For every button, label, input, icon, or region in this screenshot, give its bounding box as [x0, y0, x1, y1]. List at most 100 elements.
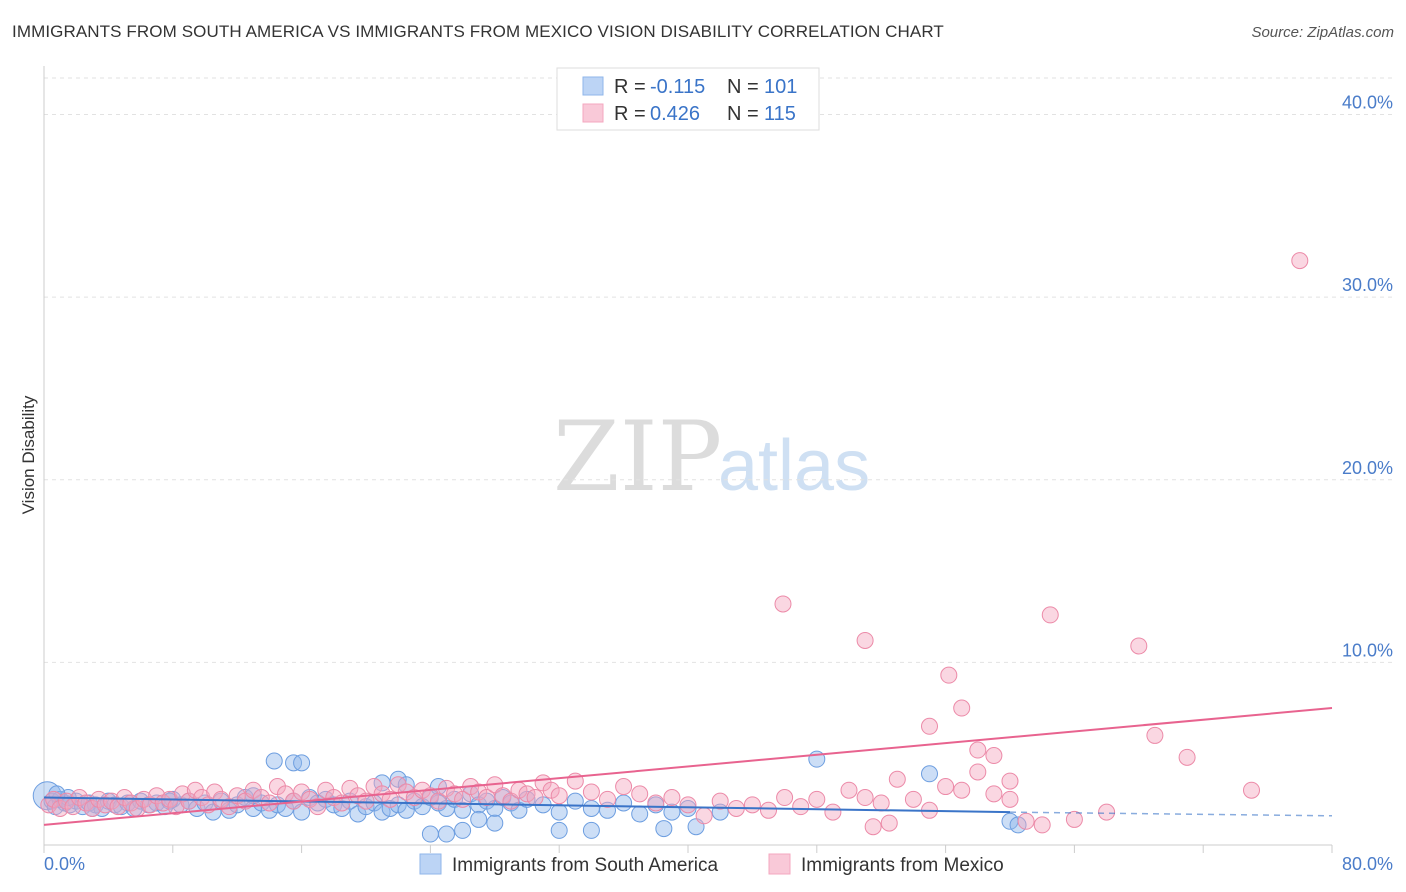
point-mexico — [180, 792, 198, 810]
point-south-america — [655, 820, 673, 838]
point-mexico — [856, 789, 874, 807]
point-mexico — [792, 798, 810, 816]
y-tick-label: 30.0% — [1342, 275, 1393, 295]
point-south-america — [631, 805, 649, 823]
trend-line-mexico — [43, 707, 1333, 826]
point-south-america — [550, 803, 568, 821]
point-mexico — [615, 778, 633, 796]
bottom-legend: Immigrants from South America Immigrants… — [419, 853, 1004, 876]
point-mexico — [824, 803, 842, 821]
point-south-america — [470, 810, 488, 828]
point-south-america — [582, 821, 600, 839]
y-tick-label: 10.0% — [1342, 640, 1393, 660]
point-mexico — [711, 792, 729, 810]
point-mexico — [904, 790, 922, 808]
point-mexico — [880, 814, 898, 832]
trend-line-south-america — [43, 796, 1011, 814]
point-mexico — [647, 794, 665, 812]
point-mexico — [1033, 816, 1051, 834]
y-tick-label: 40.0% — [1342, 93, 1393, 113]
point-mexico — [550, 787, 568, 805]
y-axis-label: Vision Disability — [19, 395, 38, 514]
axes: 10.0% 20.0% 30.0% 40.0% — [43, 66, 1393, 853]
trend-lines — [43, 707, 1333, 826]
point-mexico — [1001, 790, 1019, 808]
x-tick-label-max: 80.0% — [1342, 854, 1393, 874]
point-mexico — [1146, 726, 1164, 744]
point-south-america — [566, 792, 584, 810]
legend-n-value-2: 115 — [764, 103, 796, 125]
point-mexico — [1001, 772, 1019, 790]
point-mexico — [743, 796, 761, 814]
point-mexico — [888, 770, 906, 788]
point-mexico — [173, 785, 191, 803]
point-south-america — [265, 752, 283, 770]
point-mexico — [969, 741, 987, 759]
chart-title: IMMIGRANTS FROM SOUTH AMERICA VS IMMIGRA… — [12, 22, 944, 41]
point-mexico — [1243, 781, 1260, 799]
bottom-legend-swatch-south-america — [419, 853, 442, 875]
point-mexico — [864, 818, 882, 836]
point-mexico — [953, 781, 971, 799]
point-mexico — [1291, 252, 1309, 270]
point-south-america — [1009, 816, 1027, 834]
point-mexico — [776, 789, 794, 807]
x-tick-label-min: 0.0% — [44, 854, 85, 874]
point-mexico — [808, 790, 826, 808]
watermark-zip: ZIP — [553, 401, 722, 513]
source-credit: Source: ZipAtlas.com — [1251, 24, 1394, 41]
point-south-america — [438, 825, 455, 843]
point-mexico — [840, 781, 858, 799]
point-mexico — [985, 785, 1003, 803]
point-south-america — [663, 803, 681, 821]
point-mexico — [599, 790, 616, 808]
point-south-america — [679, 799, 697, 817]
point-south-america — [293, 754, 311, 772]
point-south-america — [373, 803, 391, 821]
legend-box: R = -0.115 N = 101 R = 0.426 N = 115 — [556, 67, 820, 131]
legend-r-label-2: R = — [614, 103, 646, 125]
point-south-america — [454, 821, 472, 839]
point-south-america — [615, 794, 633, 812]
point-mexico — [193, 789, 211, 807]
point-south-america — [550, 821, 568, 839]
grid-lines — [44, 77, 1392, 663]
point-mexico — [1130, 637, 1148, 655]
point-mexico — [141, 796, 159, 814]
bottom-legend-swatch-mexico — [768, 853, 791, 875]
point-mexico — [186, 781, 204, 799]
point-mexico — [872, 794, 890, 812]
point-mexico — [51, 799, 69, 817]
point-mexico — [937, 778, 955, 796]
point-mexico — [985, 747, 1003, 765]
point-mexico — [631, 785, 649, 803]
y-tick-label: 20.0% — [1342, 458, 1393, 478]
point-south-america — [921, 765, 938, 783]
point-mexico — [83, 799, 101, 817]
point-mexico — [774, 595, 792, 613]
data-points — [32, 252, 1309, 843]
point-mexico — [45, 790, 63, 808]
point-mexico — [1178, 748, 1196, 766]
point-mexico — [940, 666, 958, 684]
legend-swatch-south-america — [582, 76, 604, 96]
point-mexico — [1098, 803, 1116, 821]
point-south-america — [421, 825, 439, 843]
legend-n-label-2: N = — [727, 103, 759, 125]
point-mexico — [953, 699, 971, 717]
point-mexico — [921, 717, 938, 735]
legend-r-value-1: -0.115 — [650, 76, 705, 98]
legend-r-label-1: R = — [614, 76, 646, 98]
point-mexico — [969, 763, 987, 781]
legend-r-value-2: 0.426 — [650, 103, 700, 125]
legend-swatch-mexico — [582, 103, 604, 123]
point-south-america — [486, 814, 504, 832]
point-mexico — [582, 783, 600, 801]
point-mexico — [760, 801, 777, 819]
watermark-atlas: atlas — [718, 426, 870, 506]
point-mexico — [1017, 812, 1035, 830]
point-south-america — [582, 799, 600, 817]
point-mexico — [663, 789, 681, 807]
trend-line-south-america-extension — [1009, 811, 1333, 817]
